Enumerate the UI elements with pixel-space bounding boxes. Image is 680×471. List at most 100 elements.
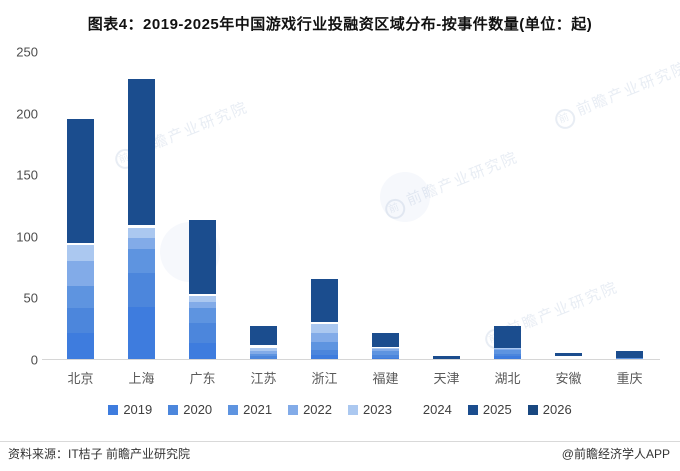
bar-segment-2019 (372, 357, 399, 360)
x-tick-label-江苏: 江苏 (250, 371, 277, 386)
x-tick-label-安徽: 安徽 (555, 371, 582, 386)
bar-column-广东 (172, 52, 233, 360)
bar-stack (189, 219, 216, 360)
legend-item-2021: 2021 (228, 402, 272, 417)
bar-stack (128, 79, 155, 360)
bar-segment-2024 (67, 243, 94, 246)
legend-swatch-icon (288, 404, 299, 415)
bar-segment-2020 (311, 350, 338, 356)
bar-segment-2020 (189, 323, 216, 343)
bar-column-安徽 (538, 52, 599, 360)
legend-label: 2025 (482, 402, 512, 417)
bar-column-北京 (50, 52, 111, 360)
bar-segment-2019 (67, 332, 94, 360)
bar-segment-2021 (67, 286, 94, 309)
x-tick-label-重庆: 重庆 (616, 371, 643, 386)
legend-label: 2020 (183, 402, 213, 417)
bar-segment-2021 (311, 341, 338, 351)
x-axis-labels: 北京 上海 广东 江苏 浙江 福建 天津 湖北 安徽 重庆 (50, 368, 660, 387)
legend-label: 2024 (422, 402, 452, 417)
bar-segment-2024 (311, 321, 338, 325)
bar-stack (494, 325, 521, 360)
bar-segment-2020 (250, 356, 277, 359)
legend: 2019 2020 2021 2022 2023 2024 2025 2026 (0, 402, 680, 417)
y-axis: 0 50 100 150 200 250 (0, 45, 44, 368)
bar-segment-2025 (250, 325, 277, 346)
bar-segment-2023 (372, 347, 399, 349)
bar-column-江苏 (233, 52, 294, 360)
bar-segment-2024 (128, 224, 155, 229)
brand-note: @前瞻经济学人APP (561, 447, 670, 461)
legend-label: 2021 (243, 402, 273, 417)
y-tick-label: 0 (30, 352, 38, 368)
bar-segment-2025 (67, 118, 94, 244)
bar-segment-2025 (555, 352, 582, 357)
y-tick-label: 50 (23, 290, 38, 306)
x-tick-label-天津: 天津 (433, 371, 460, 386)
legend-label: 2023 (363, 402, 392, 417)
bar-segment-2019 (189, 342, 216, 360)
x-tick-label-北京: 北京 (67, 371, 94, 386)
bar-segment-2025 (372, 332, 399, 347)
bar-column-湖北 (477, 52, 538, 360)
legend-label: 2019 (123, 402, 153, 417)
legend-swatch-icon (407, 404, 418, 415)
bar-segment-2019 (494, 356, 521, 360)
bar-segment-2024 (189, 293, 216, 296)
bar-stack (67, 118, 94, 360)
legend-swatch-icon (228, 404, 239, 415)
legend-swatch-icon (348, 404, 358, 415)
bar-segment-2024 (372, 346, 399, 348)
chart-area: 0 50 100 150 200 250 前前瞻产业研究院 前前瞻产业研究院 前前瞻产业研… (0, 38, 680, 387)
legend-label: 2026 (542, 402, 572, 417)
bar-segment-2025 (189, 219, 216, 294)
bar-segment-2021 (250, 353, 277, 357)
bar-segment-2025 (494, 325, 521, 348)
bar-segment-2025 (311, 278, 338, 322)
bar-segment-2020 (67, 308, 94, 333)
bar-segment-2025 (616, 351, 643, 358)
bar-column-上海 (111, 52, 172, 360)
legend-item-2023: 2023 (348, 402, 392, 417)
bar-segment-2020 (128, 272, 155, 308)
bar-segment-2022 (372, 348, 399, 352)
bar-segment-2020 (372, 355, 399, 358)
legend-item-2022: 2022 (288, 402, 332, 417)
bar-segment-2021 (494, 350, 521, 354)
y-tick-label: 150 (16, 167, 38, 183)
legend-swatch-icon (168, 404, 179, 415)
bar-segment-2019 (311, 355, 338, 360)
source-note: 资料来源：IT桔子 前瞻产业研究院 (8, 447, 190, 461)
x-tick-label-上海: 上海 (128, 371, 155, 386)
y-tick-label: 100 (16, 229, 38, 245)
bar-segment-2021 (372, 351, 399, 356)
bar-segment-2023 (67, 245, 94, 262)
x-tick-label-福建: 福建 (372, 371, 399, 386)
bar-stack (616, 351, 643, 360)
bar-segment-2020 (494, 353, 521, 357)
bar-segment-2022 (250, 351, 277, 354)
bar-column-福建 (355, 52, 416, 360)
bar-segment-2025 (433, 356, 460, 359)
bar-column-天津 (416, 52, 477, 360)
bar-segment-2021 (189, 308, 216, 324)
legend-label: 2022 (303, 402, 332, 417)
chart-title: 图表4：2019-2025年中国游戏行业投融资区域分布-按事件数量(单位：起) (87, 16, 593, 33)
x-tick-label-广东: 广东 (189, 371, 216, 386)
bar-segment-2022 (67, 261, 94, 287)
legend-swatch-icon (108, 404, 119, 415)
bar-segment-2025 (128, 79, 155, 225)
y-tick-label: 250 (16, 44, 38, 60)
bars-container (50, 52, 660, 360)
plot-area: 前前瞻产业研究院 前前瞻产业研究院 前前瞻产业研究院 前前瞻产业研究院 (42, 52, 680, 360)
bar-segment-2022 (189, 302, 216, 309)
bar-segment-2022 (128, 238, 155, 250)
legend-swatch-icon (527, 404, 538, 415)
legend-item-2020: 2020 (168, 402, 212, 417)
bar-stack (250, 325, 277, 360)
bar-segment-2021 (128, 249, 155, 273)
bar-segment-2022 (311, 332, 338, 342)
bar-column-重庆 (599, 52, 660, 360)
bar-segment-2024 (250, 345, 277, 348)
legend-item-2026: 2026 (527, 402, 572, 417)
